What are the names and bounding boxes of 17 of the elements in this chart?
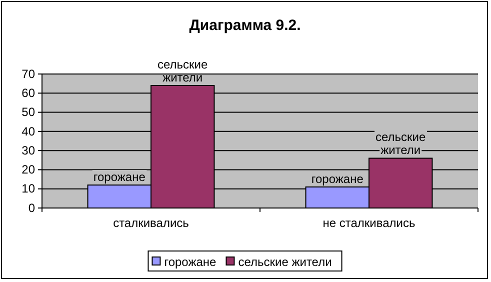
- y-tick-label: 20: [22, 162, 36, 177]
- annotation: горожане: [311, 172, 364, 186]
- x-tick-label: сталкивались: [113, 216, 189, 230]
- annotation: горожане: [93, 170, 146, 184]
- y-tick-label: 10: [22, 182, 36, 196]
- y-tick-label: 70: [22, 66, 36, 81]
- annotation: сельские жители: [376, 130, 426, 158]
- y-tick-label: 60: [22, 86, 36, 100]
- y-tick-label: 50: [22, 105, 36, 120]
- legend-label: горожане: [164, 255, 217, 269]
- chart-title: Диаграмма 9.2.: [189, 17, 301, 34]
- y-tick-label: 40: [22, 124, 36, 138]
- legend-label: сельские жители: [238, 255, 332, 269]
- y-tick-label: 30: [22, 143, 36, 158]
- x-tick-label: не сталкивались: [322, 216, 416, 230]
- annotation: сельские жители: [158, 57, 208, 84]
- y-tick-label: 0: [28, 200, 36, 215]
